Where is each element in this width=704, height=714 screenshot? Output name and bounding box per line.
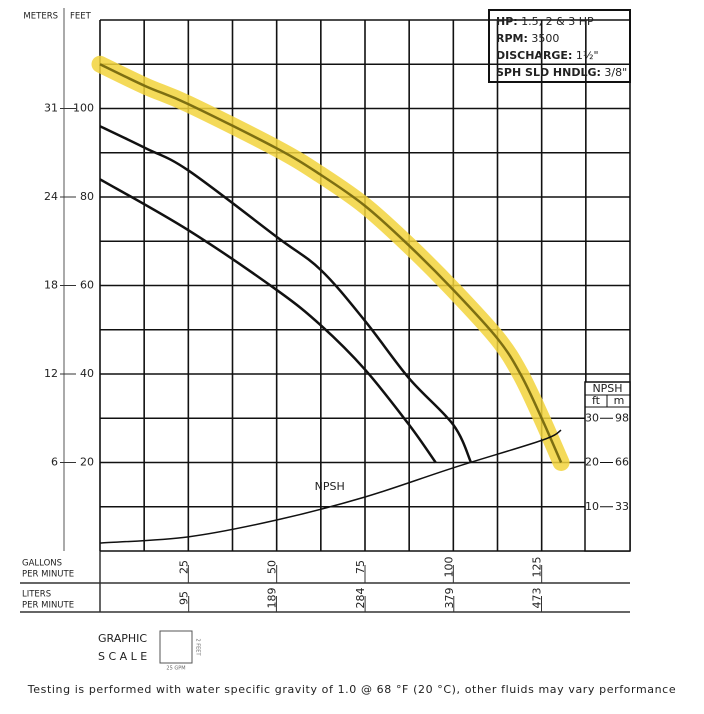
y2-tick-label: 12 (44, 367, 58, 380)
x-tick-label: 25 (177, 560, 190, 574)
graphic-scale-height: 2 FEET (195, 638, 201, 656)
footnote: Testing is performed with water specific… (27, 683, 676, 696)
x-tick-label: 50 (266, 560, 279, 574)
x2-tick-label: 95 (178, 591, 191, 605)
info-row: SPH SLD HNDLG: 3/8" (496, 66, 627, 79)
info-row: RPM: 3500 (496, 32, 559, 45)
info-label: SPH SLD HNDLG: (496, 66, 601, 79)
curve-label: NPSH (315, 480, 345, 493)
info-box (488, 9, 631, 83)
npsh-tick-m-label: 33 (615, 500, 629, 513)
graphic-scale-width: 25 GPM (166, 666, 185, 672)
x2-axis-title: PER MINUTE (22, 601, 74, 611)
pump-curve (99, 63, 563, 464)
pump-curve (99, 178, 437, 464)
x2-tick-label: 379 (443, 588, 456, 609)
x-axis-title: PER MINUTE (22, 570, 74, 580)
info-value: 3500 (531, 32, 559, 45)
y-tick-label: 100 (73, 102, 94, 115)
info-value: 1.5, 2 & 3 HP (521, 15, 594, 28)
info-label: RPM: (496, 32, 528, 45)
npsh-tick-label: 20 (585, 456, 599, 469)
info-row: DISCHARGE: 1½" (496, 49, 599, 62)
info-row: HP: 1.5, 2 & 3 HP (496, 15, 594, 28)
graphic-scale-box (159, 630, 193, 664)
y2-tick-label: 31 (44, 102, 58, 115)
y-axis-title: FEET (70, 12, 92, 22)
pump-curve (99, 429, 562, 544)
npsh-unit: ft (592, 394, 601, 407)
x-tick-label: 75 (354, 560, 367, 574)
x2-tick-label: 284 (354, 588, 367, 609)
info-value: 3/8" (604, 66, 627, 79)
x-tick-label: 125 (531, 557, 544, 578)
y2-axis-title: METERS (23, 12, 58, 22)
y-tick-label: 60 (80, 279, 94, 292)
y2-tick-label: 24 (44, 190, 58, 203)
npsh-tick-label: 30 (585, 411, 599, 424)
npsh-tick-m-label: 66 (615, 456, 629, 469)
npsh-tick-label: 10 (585, 500, 599, 513)
y2-tick-label: 18 (44, 279, 58, 292)
x-tick-label: 100 (442, 557, 455, 578)
info-label: HP: (496, 15, 518, 28)
graphic-scale-title: GRAPHIC (98, 632, 147, 645)
info-label: DISCHARGE: (496, 49, 572, 62)
x-axis-title: GALLONS (22, 559, 62, 569)
x2-tick-label: 189 (265, 588, 278, 609)
npsh-axis-title: NPSH (592, 382, 622, 395)
x2-axis-title: LITERS (22, 590, 51, 600)
pump-curve (99, 125, 473, 464)
npsh-box (584, 381, 631, 552)
y-tick-label: 80 (80, 190, 94, 203)
y-tick-label: 40 (80, 367, 94, 380)
npsh-tick-m-label: 98 (615, 411, 629, 424)
info-value: 1½" (576, 49, 599, 62)
x2-tick-label: 473 (531, 588, 544, 609)
y-tick-label: 20 (80, 456, 94, 469)
graphic-scale-title: S C A L E (98, 650, 147, 663)
y2-tick-label: 6 (51, 455, 58, 468)
curve-highlight (91, 55, 570, 471)
npsh-unit: m (614, 394, 625, 407)
